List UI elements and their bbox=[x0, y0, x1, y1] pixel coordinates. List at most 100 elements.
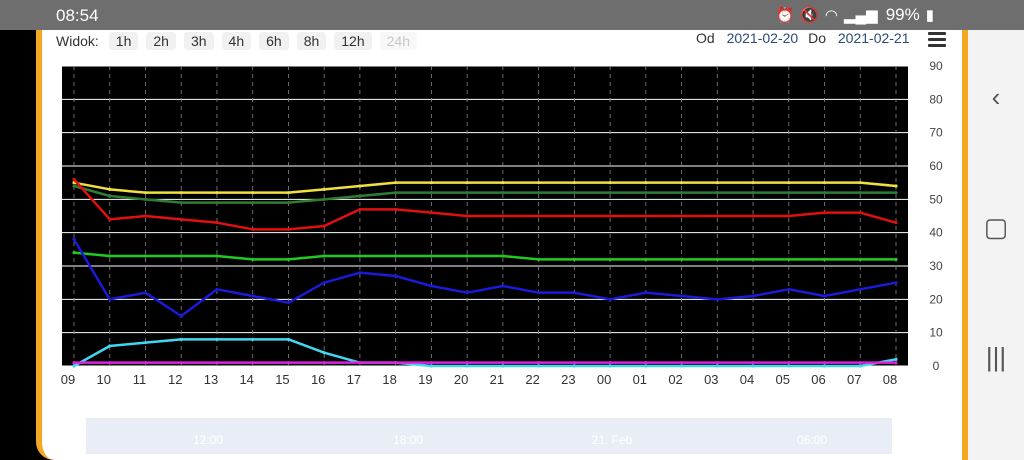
series-point-yellow bbox=[394, 181, 398, 185]
x-tick-label: 19 bbox=[418, 372, 432, 387]
series-point-green_dark bbox=[572, 191, 576, 195]
x-tick-label: 16 bbox=[311, 372, 325, 387]
y-tick-label: 50 bbox=[929, 192, 943, 206]
series-point-blue bbox=[751, 294, 755, 298]
x-tick-label: 05 bbox=[776, 372, 790, 387]
navigator-strip[interactable] bbox=[86, 418, 892, 454]
series-point-green bbox=[286, 257, 291, 261]
series-point-magenta bbox=[108, 361, 112, 365]
series-point-red bbox=[251, 227, 255, 231]
series-line-yellow bbox=[73, 181, 897, 194]
series-line-green bbox=[73, 251, 896, 261]
from-date-input[interactable]: 2021-02-20 bbox=[726, 30, 799, 46]
series-point-green bbox=[822, 257, 827, 261]
series-point-green_dark bbox=[286, 201, 291, 205]
range-button-12h[interactable]: 12h bbox=[334, 32, 372, 50]
range-button-3h[interactable]: 3h bbox=[183, 32, 214, 50]
series-point-cyan bbox=[751, 364, 755, 368]
series-point-green_dark bbox=[358, 194, 362, 198]
range-button-2h[interactable]: 2h bbox=[146, 32, 176, 50]
wifi-icon: ◠ bbox=[824, 7, 838, 24]
series-point-yellow bbox=[358, 184, 362, 188]
series-point-cyan bbox=[715, 364, 719, 368]
y-tick-label: 70 bbox=[929, 126, 943, 140]
series-point-blue bbox=[429, 284, 433, 288]
series-point-red bbox=[179, 217, 183, 221]
series-point-green_dark bbox=[679, 191, 684, 195]
series-line-blue bbox=[72, 238, 897, 318]
series-point-magenta bbox=[679, 361, 684, 365]
series-point-yellow bbox=[572, 181, 576, 185]
series-point-yellow bbox=[644, 181, 648, 185]
series-point-yellow bbox=[286, 191, 291, 195]
series-point-red bbox=[429, 211, 433, 215]
series-point-yellow bbox=[679, 181, 684, 185]
series-point-blue bbox=[858, 287, 862, 291]
range-button-24h: 24h bbox=[379, 32, 417, 50]
series-point-green_dark bbox=[429, 191, 433, 195]
y-tick-label: 30 bbox=[929, 259, 943, 273]
to-date-input[interactable]: 2021-02-21 bbox=[837, 30, 910, 46]
range-button-4h[interactable]: 4h bbox=[221, 32, 252, 50]
series-point-green_dark bbox=[894, 191, 898, 195]
series-point-green bbox=[608, 257, 612, 261]
series-point-yellow bbox=[429, 181, 433, 185]
range-toolbar: Widok: 1h 2h 3h 4h 6h 8h 12h 24h bbox=[56, 30, 425, 52]
hamburger-menu-icon[interactable] bbox=[928, 32, 946, 50]
series-point-red bbox=[108, 217, 112, 221]
series-point-green bbox=[215, 254, 219, 258]
series-point-cyan bbox=[822, 364, 827, 368]
status-bar: 08:54 ⏰ 🔇 ◠ ▂▄▆ 99% ▮ bbox=[0, 0, 1024, 30]
series-point-green_dark bbox=[537, 191, 541, 195]
range-button-8h[interactable]: 8h bbox=[296, 32, 327, 50]
from-label: Od bbox=[696, 30, 715, 46]
series-point-yellow bbox=[715, 181, 719, 185]
series-point-magenta bbox=[787, 361, 791, 365]
range-button-1h[interactable]: 1h bbox=[108, 32, 139, 50]
series-point-red bbox=[537, 214, 541, 218]
series-point-red bbox=[894, 221, 898, 225]
x-tick-label: 17 bbox=[347, 372, 361, 387]
series-point-yellow bbox=[251, 191, 255, 195]
x-tick-label: 15 bbox=[275, 372, 289, 387]
series-point-green_dark bbox=[787, 191, 791, 195]
x-tick-label: 18 bbox=[382, 372, 396, 387]
series-point-green bbox=[715, 257, 719, 261]
series-point-red bbox=[286, 227, 291, 231]
series-point-red bbox=[858, 211, 862, 215]
range-button-6h[interactable]: 6h bbox=[259, 32, 289, 50]
series-point-green bbox=[429, 254, 433, 258]
series-point-blue bbox=[215, 287, 219, 291]
series-point-yellow bbox=[215, 191, 219, 195]
series-point-green_dark bbox=[715, 191, 719, 195]
series-point-cyan bbox=[858, 364, 862, 368]
recents-button-icon[interactable]: ||| bbox=[985, 342, 1007, 372]
series-point-yellow bbox=[465, 181, 469, 185]
y-tick-label: 10 bbox=[929, 326, 943, 340]
series-point-magenta bbox=[501, 361, 505, 365]
series-point-cyan bbox=[894, 357, 898, 361]
series-point-magenta bbox=[394, 361, 398, 365]
series-point-blue bbox=[822, 294, 827, 298]
series-point-red bbox=[715, 214, 719, 218]
y-tick-label: 60 bbox=[929, 159, 943, 173]
series-point-blue bbox=[358, 271, 362, 275]
series-point-magenta bbox=[465, 361, 469, 365]
home-button-icon[interactable]: ▢ bbox=[983, 212, 1009, 242]
series-point-cyan bbox=[72, 364, 76, 368]
series-point-green bbox=[358, 254, 362, 258]
series-line-red bbox=[73, 178, 897, 231]
series-point-cyan bbox=[501, 364, 505, 368]
back-chevron-icon[interactable]: ‹ bbox=[991, 82, 1001, 112]
series-point-green_dark bbox=[501, 191, 505, 195]
series-point-magenta bbox=[715, 361, 719, 365]
series-point-red bbox=[822, 211, 827, 215]
series-point-cyan bbox=[143, 341, 148, 345]
series-point-yellow bbox=[608, 181, 612, 185]
series-line-green_dark bbox=[73, 184, 896, 204]
series-point-green_dark bbox=[215, 201, 219, 205]
navigator-label: 12:00 bbox=[193, 433, 223, 447]
series-point-red bbox=[787, 214, 791, 218]
series-point-green bbox=[679, 257, 684, 261]
series-point-cyan bbox=[465, 364, 469, 368]
